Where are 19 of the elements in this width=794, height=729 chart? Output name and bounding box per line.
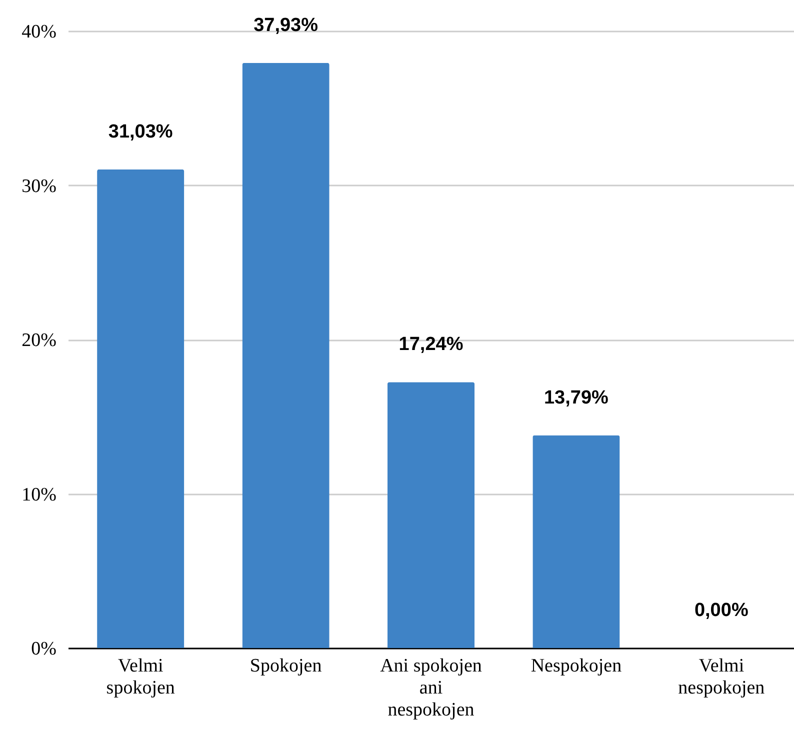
y-tick-label: 20% [22, 330, 57, 351]
y-tick-label: 10% [22, 484, 57, 506]
data-label: 31,03% [108, 121, 173, 142]
x-tick-label: Velmi nespokojen [678, 656, 766, 698]
y-tick-label: 40% [22, 22, 57, 42]
bar [242, 62, 330, 648]
y-tick-label: 30% [22, 176, 57, 197]
y-tick-label: 0% [31, 638, 57, 660]
bar [97, 169, 184, 648]
x-tick-label: Spokojen [250, 656, 322, 676]
x-tick-label: Velmi spokojen [106, 656, 176, 698]
data-label: 37,93% [254, 14, 318, 36]
bar [532, 435, 620, 648]
data-label: 13,79% [544, 387, 609, 408]
data-label: 0,00% [694, 600, 748, 621]
x-tick-label: Nespokojen [530, 656, 622, 676]
bar [387, 382, 475, 648]
data-label: 17,24% [398, 334, 464, 356]
x-tick-label: Ani spokojen ani nespokojen [380, 656, 482, 720]
